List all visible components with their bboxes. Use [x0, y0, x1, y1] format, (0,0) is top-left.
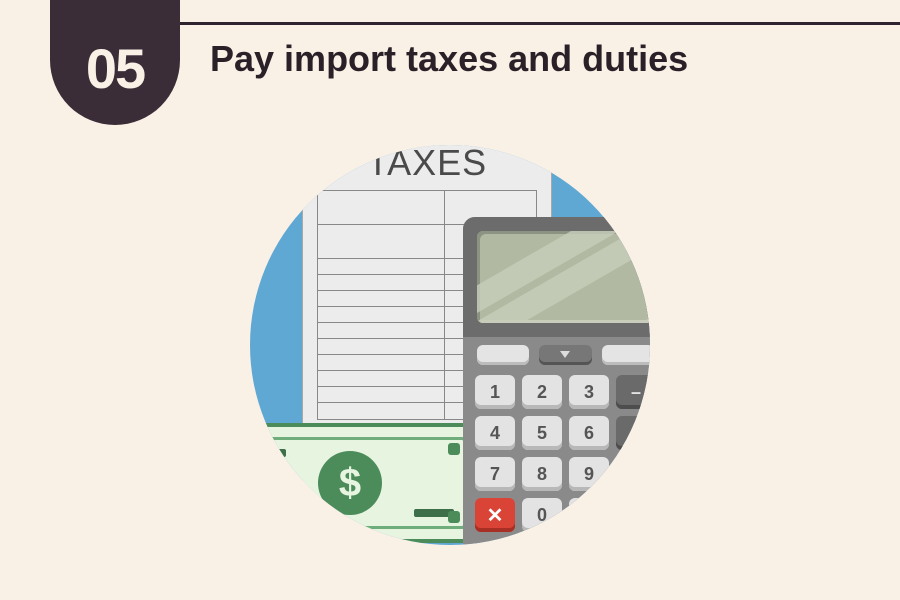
key-5: 5 [522, 416, 562, 450]
key-8: 8 [522, 457, 562, 491]
step-number: 05 [86, 36, 144, 101]
key-4: 4 [475, 416, 515, 450]
terminal-keypad: 1 2 3 – 4 5 6 – 7 8 9 – ✕ 0 . ↵ [463, 365, 650, 544]
key-cancel: ✕ [475, 498, 515, 532]
key-9: 9 [569, 457, 609, 491]
money-icon: $ [250, 423, 480, 543]
key-0: 0 [522, 498, 562, 532]
key-2: 2 [522, 375, 562, 409]
step-title: Pay import taxes and duties [210, 38, 688, 80]
dollar-icon: $ [339, 461, 361, 506]
illustration-circle: TAXES [250, 145, 650, 545]
key-fn-c: – [616, 457, 650, 491]
key-enter: ↵ [616, 498, 650, 532]
key-3: 3 [569, 375, 609, 409]
step-number-badge: 05 [50, 0, 180, 125]
key-6: 6 [569, 416, 609, 450]
terminal-screen [477, 231, 650, 323]
key-dot: . [569, 498, 609, 532]
key-fn-a: – [616, 375, 650, 409]
card-terminal-icon: 1 2 3 – 4 5 6 – 7 8 9 – ✕ 0 . ↵ [463, 217, 650, 545]
tax-form-heading: TAXES [303, 145, 551, 190]
key-fn-b: – [616, 416, 650, 450]
key-7: 7 [475, 457, 515, 491]
key-1: 1 [475, 375, 515, 409]
terminal-function-row [463, 337, 650, 365]
